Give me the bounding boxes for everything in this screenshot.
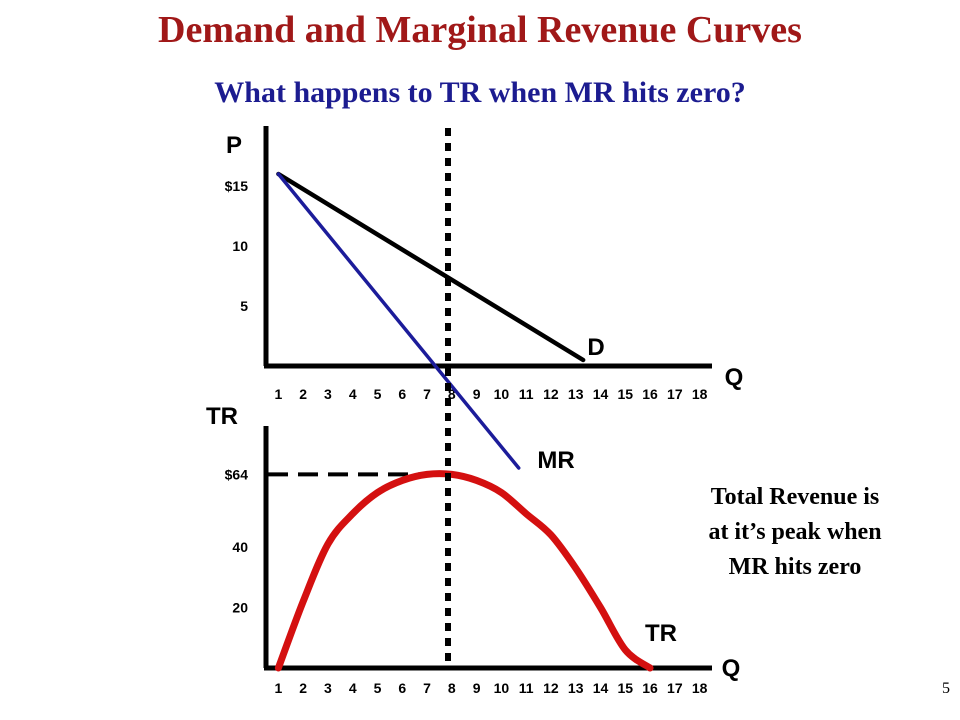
tr-chart-x-tick-label: 5	[374, 680, 382, 696]
tr-chart-x-tick-label: 16	[642, 680, 658, 696]
mr-curve-label: MR	[537, 447, 574, 474]
demand-chart-y-tick-label: 10	[232, 238, 248, 254]
tr-chart-x-tick-label: 11	[519, 680, 534, 696]
tr-chart-x-tick-label: 10	[494, 680, 510, 696]
tr-chart-x-tick-label: 15	[617, 680, 633, 696]
demand-chart-x-tick-label: 2	[299, 386, 307, 402]
demand-chart-y-label: P	[226, 132, 242, 159]
demand-chart-x-tick-label: 9	[473, 386, 481, 402]
tr-chart-x-tick-label: 17	[667, 680, 683, 696]
demand-chart-x-tick-label: 1	[274, 386, 282, 402]
demand-chart-x-tick-label: 16	[642, 386, 658, 402]
demand-curve	[276, 171, 586, 363]
demand-chart-x-ticks: 1 2 3 4 5 6 7 8 9 10 11 12 13 14 15 16 17 18	[274, 386, 707, 402]
demand-chart-x-tick-label: 5	[374, 386, 382, 402]
note-line-2: at it’s peak when	[708, 519, 882, 545]
tr-chart-x-tick-label: 6	[398, 680, 406, 696]
demand-chart-series	[276, 171, 586, 470]
tr-chart-x-tick-label: 12	[543, 680, 559, 696]
demand-chart-x-tick-label: 10	[494, 386, 510, 402]
note-line-3: MR hits zero	[728, 554, 862, 580]
demand-chart-x-tick-label: 11	[519, 386, 534, 402]
tr-chart-y-tick-label: 40	[232, 539, 248, 555]
tr-chart-x-tick-label: 8	[448, 680, 456, 696]
demand-chart-x-tick-label: 6	[398, 386, 406, 402]
tr-curve-label: TR	[645, 620, 677, 647]
tr-chart-x-tick-label: 7	[423, 680, 431, 696]
tr-chart-x-ticks: 1 2 3 4 5 6 7 8 9 10 11 12 13 14 15 16 17 18	[274, 680, 707, 696]
demand-chart-x-label: Q	[725, 364, 744, 391]
tr-chart-y-ticks: $64 40 20	[225, 466, 249, 615]
slide-subtitle: What happens to TR when MR hits zero?	[214, 76, 746, 109]
marginal-revenue-curve	[276, 172, 521, 470]
tr-chart-x-tick-label: 3	[324, 680, 332, 696]
demand-chart-x-tick-label: 18	[692, 386, 708, 402]
demand-chart-x-tick-label: 8	[448, 386, 456, 402]
demand-chart-x-tick-label: 4	[349, 386, 357, 402]
demand-chart-x-tick-label: 15	[617, 386, 633, 402]
demand-chart-x-tick-label: 3	[324, 386, 332, 402]
demand-chart-x-tick-label: 17	[667, 386, 683, 402]
tr-chart-x-tick-label: 2	[299, 680, 307, 696]
demand-chart-x-tick-label: 14	[593, 386, 609, 402]
tr-chart-x-tick-label: 9	[473, 680, 481, 696]
total-revenue-curve	[274, 470, 654, 672]
tr-chart-y-tick-label: $64	[225, 466, 249, 482]
demand-curve-label: D	[587, 334, 604, 361]
demand-chart-axes	[263, 126, 712, 369]
demand-chart-y-tick-label: 5	[240, 298, 248, 314]
demand-chart-x-tick-label: 13	[568, 386, 584, 402]
tr-chart-y-tick-label: 20	[232, 600, 248, 616]
tr-chart-x-label: Q	[722, 655, 741, 682]
tr-chart-y-label: TR	[206, 403, 238, 430]
tr-chart-x-tick-label: 14	[593, 680, 609, 696]
slide-title: Demand and Marginal Revenue Curves	[158, 9, 802, 51]
demand-chart-x-tick-label: 12	[543, 386, 559, 402]
tr-chart-x-tick-label: 4	[349, 680, 357, 696]
demand-chart-y-ticks: $15 10 5	[225, 178, 249, 314]
tr-chart-axes	[263, 426, 712, 671]
note-line-1: Total Revenue is	[710, 484, 880, 510]
demand-chart-x-tick-label: 7	[423, 386, 431, 402]
explanation-note: Total Revenue is at it’s peak when MR hi…	[650, 480, 940, 585]
tr-chart-x-tick-label: 18	[692, 680, 708, 696]
tr-chart-x-tick-label: 1	[274, 680, 282, 696]
tr-chart-series	[274, 470, 654, 672]
page-number: 5	[942, 680, 950, 697]
demand-chart-y-tick-label: $15	[225, 178, 249, 194]
tr-chart-x-tick-label: 13	[568, 680, 584, 696]
